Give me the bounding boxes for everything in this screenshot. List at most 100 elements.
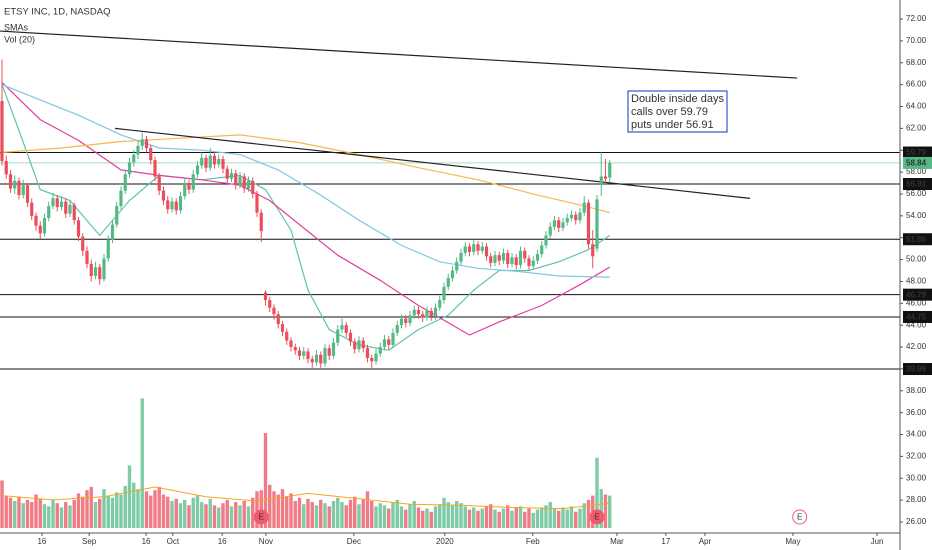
candle-body	[51, 198, 55, 206]
candle-body	[93, 267, 98, 276]
sma-line	[1, 81, 611, 336]
volume-bar	[297, 497, 302, 528]
candle-body	[259, 212, 263, 232]
candle-body	[297, 350, 302, 356]
candle-body	[514, 257, 518, 266]
candle-body	[276, 314, 280, 325]
x-tick-label: Mar	[610, 537, 624, 546]
candle-body	[13, 180, 17, 189]
volume-bar	[544, 505, 548, 528]
candle-body	[132, 154, 136, 163]
volume-bar	[55, 503, 59, 528]
candle-body	[395, 325, 399, 333]
volume-bar	[306, 498, 310, 528]
candle-body	[578, 212, 582, 221]
candle-body	[455, 261, 459, 271]
volume-bar	[450, 505, 455, 528]
volume-bar	[561, 507, 565, 528]
volume-bar	[123, 485, 127, 528]
volume-bar	[149, 495, 153, 528]
candle-body	[306, 351, 310, 360]
candle-body	[149, 148, 153, 161]
candle-body	[489, 256, 493, 263]
candle-body	[234, 173, 238, 186]
x-tick-label: 16	[37, 537, 46, 546]
candle-body	[183, 183, 187, 197]
volume-bar	[229, 506, 234, 528]
volume-bar	[34, 494, 38, 528]
candle-body	[251, 180, 255, 194]
volume-bar	[442, 497, 446, 528]
volume-bar	[353, 496, 357, 528]
candle-body	[280, 324, 285, 332]
candle-body	[115, 205, 119, 225]
candle-body	[178, 196, 183, 211]
candle-body	[302, 351, 306, 356]
volume-bar	[506, 505, 510, 528]
candle-body	[140, 139, 144, 146]
candle-body	[416, 309, 421, 315]
volume-bar	[144, 491, 149, 528]
level-box	[903, 146, 932, 159]
volume-bar	[76, 493, 81, 528]
volume-bar	[127, 465, 132, 528]
y-tick-label: 68.00	[906, 58, 927, 67]
level-label: 59.79	[906, 148, 927, 157]
annotation-text: calls over 59.79	[631, 106, 708, 118]
candle-body	[157, 176, 161, 191]
candle-body	[102, 258, 106, 280]
volume-bar	[527, 508, 531, 528]
volume-bar	[395, 499, 399, 528]
volume-bar	[234, 502, 238, 528]
y-tick-label: 58.00	[906, 167, 927, 176]
volume-bar	[599, 489, 603, 528]
volume-bar	[85, 490, 89, 528]
volume-bar	[93, 502, 98, 528]
candle-body	[0, 101, 4, 162]
volume-bar	[493, 509, 497, 528]
volume-bar	[323, 503, 327, 528]
volume-bar	[238, 505, 242, 528]
candle-body	[293, 347, 297, 351]
candle-body	[76, 220, 81, 237]
volume-bar	[497, 511, 501, 528]
volume-bar	[374, 506, 378, 528]
volume-bar	[140, 398, 144, 528]
volume-bar	[569, 506, 574, 528]
candle-body	[21, 185, 25, 196]
volume-bar	[595, 457, 599, 528]
volume-bar	[501, 508, 506, 528]
volume-bar	[348, 499, 353, 528]
volume-bar	[246, 506, 251, 528]
candle-body	[123, 174, 127, 191]
candle-body	[484, 246, 489, 257]
y-tick-label: 56.00	[906, 189, 927, 198]
level-label: 51.86	[906, 235, 927, 244]
candle-body	[89, 263, 93, 276]
y-tick-label: 32.00	[906, 451, 927, 460]
annotation-text: Double inside days	[631, 93, 724, 105]
x-tick-label: 17	[661, 537, 670, 546]
candle-body	[348, 332, 353, 342]
volume-bar	[433, 506, 438, 528]
volume-bar	[336, 497, 340, 528]
volume-bar	[212, 505, 217, 528]
candle-body	[421, 314, 425, 318]
volume-bar	[174, 498, 178, 528]
candle-body	[225, 168, 229, 179]
x-tick-label: Nov	[259, 537, 273, 546]
candle-body	[204, 157, 208, 168]
x-tick-label: 16	[142, 537, 151, 546]
volume-bar	[361, 498, 365, 528]
volume-bar	[387, 508, 391, 528]
y-tick-label: 26.00	[906, 517, 927, 526]
volume-bar	[370, 501, 374, 528]
candle-body	[608, 162, 612, 178]
last-price-label: 58.84	[906, 159, 927, 168]
candle-body	[599, 176, 603, 185]
candle-body	[238, 176, 242, 186]
earnings-marker	[792, 509, 808, 525]
candle-body	[187, 183, 191, 190]
candle-body	[433, 307, 438, 317]
volume-bar	[119, 494, 123, 528]
